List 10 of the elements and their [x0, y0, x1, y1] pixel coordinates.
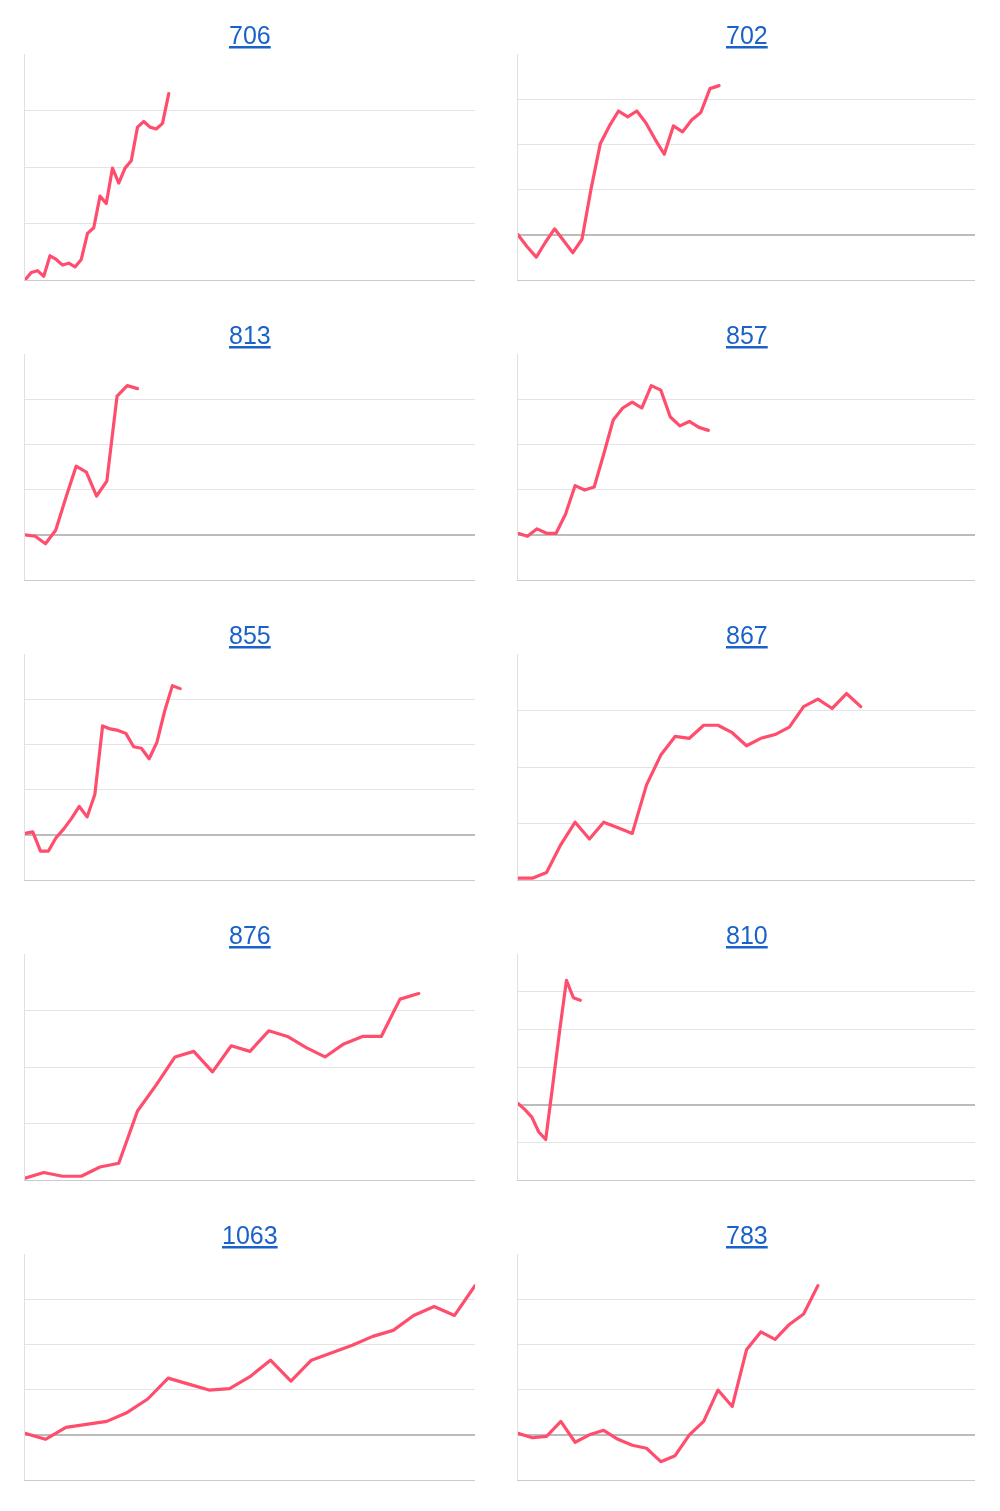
- chart-title: 857: [726, 321, 768, 349]
- chart-title: 1063: [222, 1221, 278, 1249]
- chart-title: 855: [229, 621, 271, 649]
- chart-title: 813: [229, 321, 271, 349]
- chart-title: 810: [726, 921, 768, 949]
- chart-title: 706: [229, 21, 271, 49]
- chart-title: 702: [726, 21, 768, 49]
- chart-title: 876: [229, 921, 271, 949]
- chart-title: 783: [726, 1221, 768, 1249]
- chart-title: 867: [726, 621, 768, 649]
